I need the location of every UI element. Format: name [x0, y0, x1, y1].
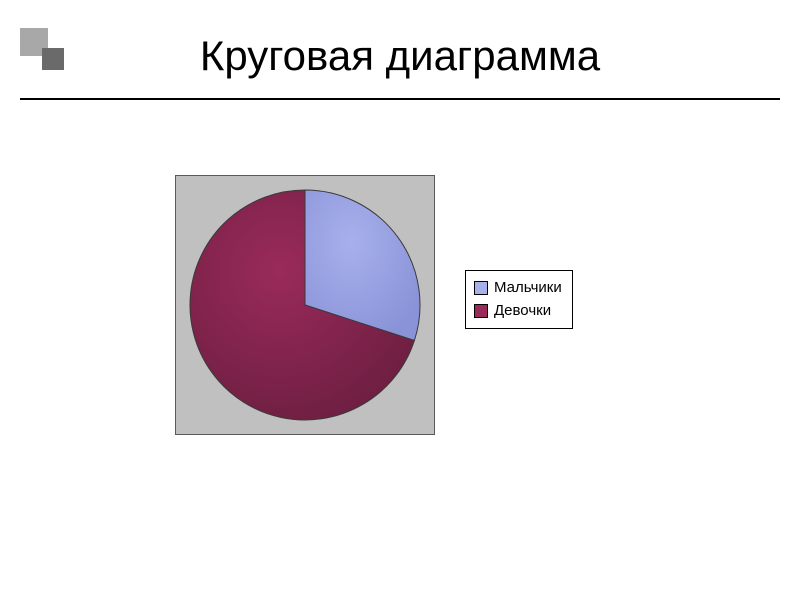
legend-swatch-girls — [474, 304, 488, 318]
pie-chart-container — [175, 175, 435, 435]
decor-square-small — [42, 48, 64, 70]
legend-swatch-boys — [474, 281, 488, 295]
legend-item-boys: Мальчики — [474, 277, 562, 300]
page-title: Круговая диаграмма — [0, 0, 800, 80]
legend-label: Девочки — [494, 300, 551, 323]
pie-chart — [175, 175, 435, 435]
legend-item-girls: Девочки — [474, 300, 562, 323]
pie-slices — [190, 190, 420, 420]
legend-label: Мальчики — [494, 277, 562, 300]
legend: Мальчики Девочки — [465, 270, 573, 329]
title-underline — [20, 98, 780, 100]
